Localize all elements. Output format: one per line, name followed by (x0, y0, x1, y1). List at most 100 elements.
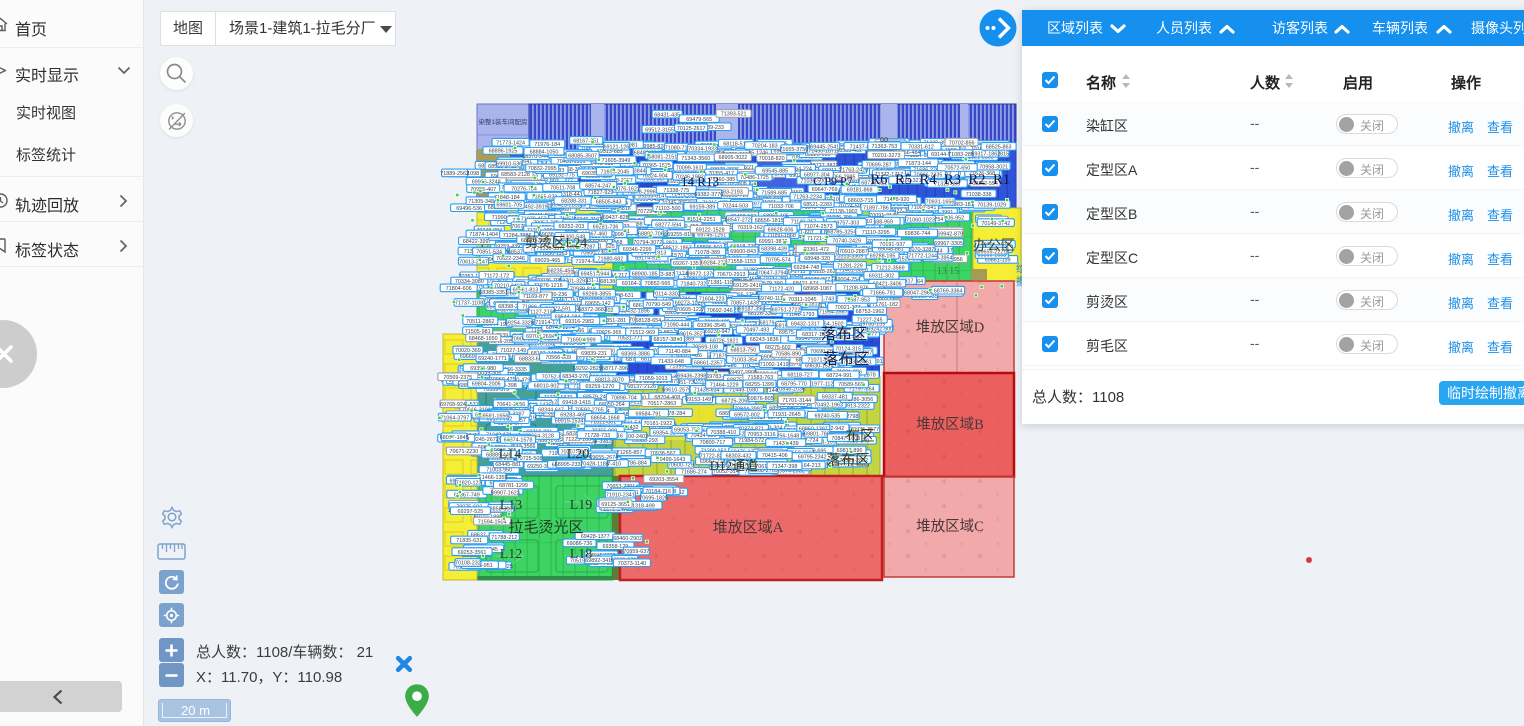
svg-text:68603-715: 68603-715 (848, 198, 874, 204)
svg-text:14 R13: 14 R13 (681, 174, 719, 189)
svg-text:68583-2128: 68583-2128 (501, 172, 530, 178)
svg-text:70600-729: 70600-729 (668, 463, 694, 469)
svg-text:69396-3545: 69396-3545 (697, 323, 726, 329)
svg-text:69269-3855: 69269-3855 (583, 291, 612, 297)
svg-text:68525-863: 68525-863 (986, 145, 1012, 151)
svg-text:71347-398: 71347-398 (772, 464, 798, 470)
svg-text:68661-2357: 68661-2357 (694, 361, 723, 367)
svg-text:71512-969: 71512-969 (629, 330, 655, 336)
svg-text:68884-1050: 68884-1050 (530, 150, 559, 156)
svg-text:69125-3651: 69125-3651 (601, 502, 630, 508)
svg-text:71655-3750: 71655-3750 (779, 147, 808, 153)
svg-text:69240-1771: 69240-1771 (478, 356, 507, 362)
svg-text:71078-389: 71078-389 (694, 250, 720, 256)
svg-text:69756-3858: 69756-3858 (575, 165, 604, 171)
svg-text:70497-493: 70497-493 (743, 328, 769, 334)
svg-text:70125-2617: 70125-2617 (677, 126, 706, 132)
svg-text:拉毛烫光区: 拉毛烫光区 (508, 519, 583, 536)
svg-text:70204-183: 70204-183 (752, 144, 778, 150)
svg-text:69716-3808: 69716-3808 (718, 181, 747, 187)
svg-text:71931-2645: 71931-2645 (772, 412, 801, 418)
svg-text:堆放区域D: 堆放区域D (916, 319, 984, 336)
svg-text:70586-890: 70586-890 (775, 352, 801, 358)
svg-text:68654-1668: 68654-1668 (591, 416, 620, 422)
svg-text:68785-3254: 68785-3254 (827, 229, 856, 235)
svg-text:70795-574: 70795-574 (765, 258, 791, 264)
svg-text:71437-886: 71437-886 (850, 144, 876, 150)
svg-text:69181-868: 69181-868 (847, 188, 873, 194)
svg-text:71363-753: 71363-753 (872, 144, 898, 150)
svg-text:68118-517: 68118-517 (723, 141, 748, 147)
svg-text:71305-348: 71305-348 (468, 199, 494, 205)
svg-text:69942-879: 69942-879 (937, 231, 963, 237)
svg-text:69572-802: 69572-802 (734, 412, 760, 418)
svg-text:R2: R2 (969, 172, 986, 188)
svg-text:70647-3794: 70647-3794 (758, 271, 787, 277)
svg-text:70180-321: 70180-321 (896, 178, 922, 184)
svg-text:71140-884: 71140-884 (666, 349, 691, 355)
svg-text:69445-2541: 69445-2541 (810, 144, 839, 150)
svg-text:68521-2283: 68521-2283 (803, 202, 832, 208)
svg-text:69297-525: 69297-525 (458, 509, 484, 515)
svg-text:69826-185: 69826-185 (805, 152, 831, 158)
svg-text:69601-705: 69601-705 (496, 203, 522, 209)
svg-text:70264-224: 70264-224 (786, 166, 812, 172)
svg-text:70114-3302: 70114-3302 (652, 292, 680, 298)
svg-text:71281-229: 71281-229 (837, 264, 863, 270)
svg-text:70415-406: 70415-406 (762, 453, 788, 459)
svg-text:70139-1029: 70139-1029 (977, 203, 1006, 209)
svg-text:68813-750: 68813-750 (731, 348, 757, 354)
svg-text:68445-881: 68445-881 (495, 462, 521, 468)
svg-text:70191-937: 70191-937 (879, 242, 905, 248)
svg-text:71036-500: 71036-500 (801, 179, 827, 185)
svg-text:71897-786: 71897-786 (863, 205, 889, 211)
svg-text:69479-565: 69479-565 (686, 117, 712, 123)
svg-text:69252-203: 69252-203 (559, 224, 585, 230)
svg-text:71804-606: 71804-606 (446, 286, 472, 292)
svg-text:R3: R3 (944, 172, 961, 188)
svg-text:71690-2999: 71690-2999 (567, 337, 596, 343)
svg-text:71323-635: 71323-635 (934, 182, 960, 188)
svg-text:71381-110: 71381-110 (707, 280, 732, 286)
svg-text:70670-2913: 70670-2913 (717, 272, 746, 278)
svg-text:68255-1399: 68255-1399 (745, 382, 774, 388)
svg-text:68505-843: 68505-843 (596, 200, 622, 206)
svg-text:70324-904: 70324-904 (642, 173, 668, 179)
svg-text:69740-1114: 69740-1114 (758, 296, 786, 302)
svg-text:71737-1108: 71737-1108 (455, 301, 483, 307)
svg-text:71840-732: 71840-732 (681, 281, 707, 287)
svg-text:69056-484: 69056-484 (895, 150, 921, 156)
svg-text:L12: L12 (500, 547, 523, 562)
svg-text:68243-1836: 68243-1836 (750, 337, 779, 343)
svg-text:R5: R5 (895, 172, 912, 188)
svg-text:71038-338: 71038-338 (966, 192, 992, 198)
svg-text:68977-304: 68977-304 (804, 172, 830, 178)
svg-text:70857-1439: 70857-1439 (730, 300, 759, 306)
svg-text:69804-2006: 69804-2006 (472, 382, 501, 388)
svg-text:71701-3144: 71701-3144 (782, 398, 811, 404)
svg-text:D12通道: D12通道 (710, 458, 758, 473)
svg-text:71639-233: 71639-233 (698, 125, 724, 131)
svg-text:69292-2829: 69292-2829 (573, 366, 602, 372)
svg-text:71064-3797: 71064-3797 (440, 415, 469, 421)
svg-text:堆放区域A: 堆放区域A (713, 519, 784, 536)
svg-text:68167-351: 68167-351 (573, 139, 599, 145)
svg-text:68385-3351: 68385-3351 (479, 290, 508, 296)
svg-text:布区: 布区 (846, 428, 875, 445)
svg-text:68431-435: 68431-435 (654, 112, 680, 118)
svg-text:71772-1244: 71772-1244 (908, 254, 937, 260)
svg-text:68685-1246: 68685-1246 (739, 150, 768, 156)
svg-text:70246-1992: 70246-1992 (675, 175, 704, 181)
svg-text:68128-654: 68128-654 (635, 318, 661, 324)
svg-text:69259-1270: 69259-1270 (585, 384, 614, 390)
svg-text:70692-346: 70692-346 (707, 308, 733, 314)
svg-text:70365-1525: 70365-1525 (642, 163, 671, 169)
svg-text:71090-444: 71090-444 (664, 323, 690, 329)
svg-text:68422-3997: 68422-3997 (463, 239, 492, 245)
svg-text:堆放区域C: 堆放区域C (916, 518, 984, 535)
svg-text:71589-685: 71589-685 (761, 191, 787, 197)
svg-text:70566-809: 70566-809 (545, 355, 571, 361)
svg-text:69437-828: 69437-828 (603, 215, 629, 221)
svg-text:68081-2151: 68081-2151 (648, 155, 677, 161)
svg-text:落布区: 落布区 (826, 452, 870, 469)
